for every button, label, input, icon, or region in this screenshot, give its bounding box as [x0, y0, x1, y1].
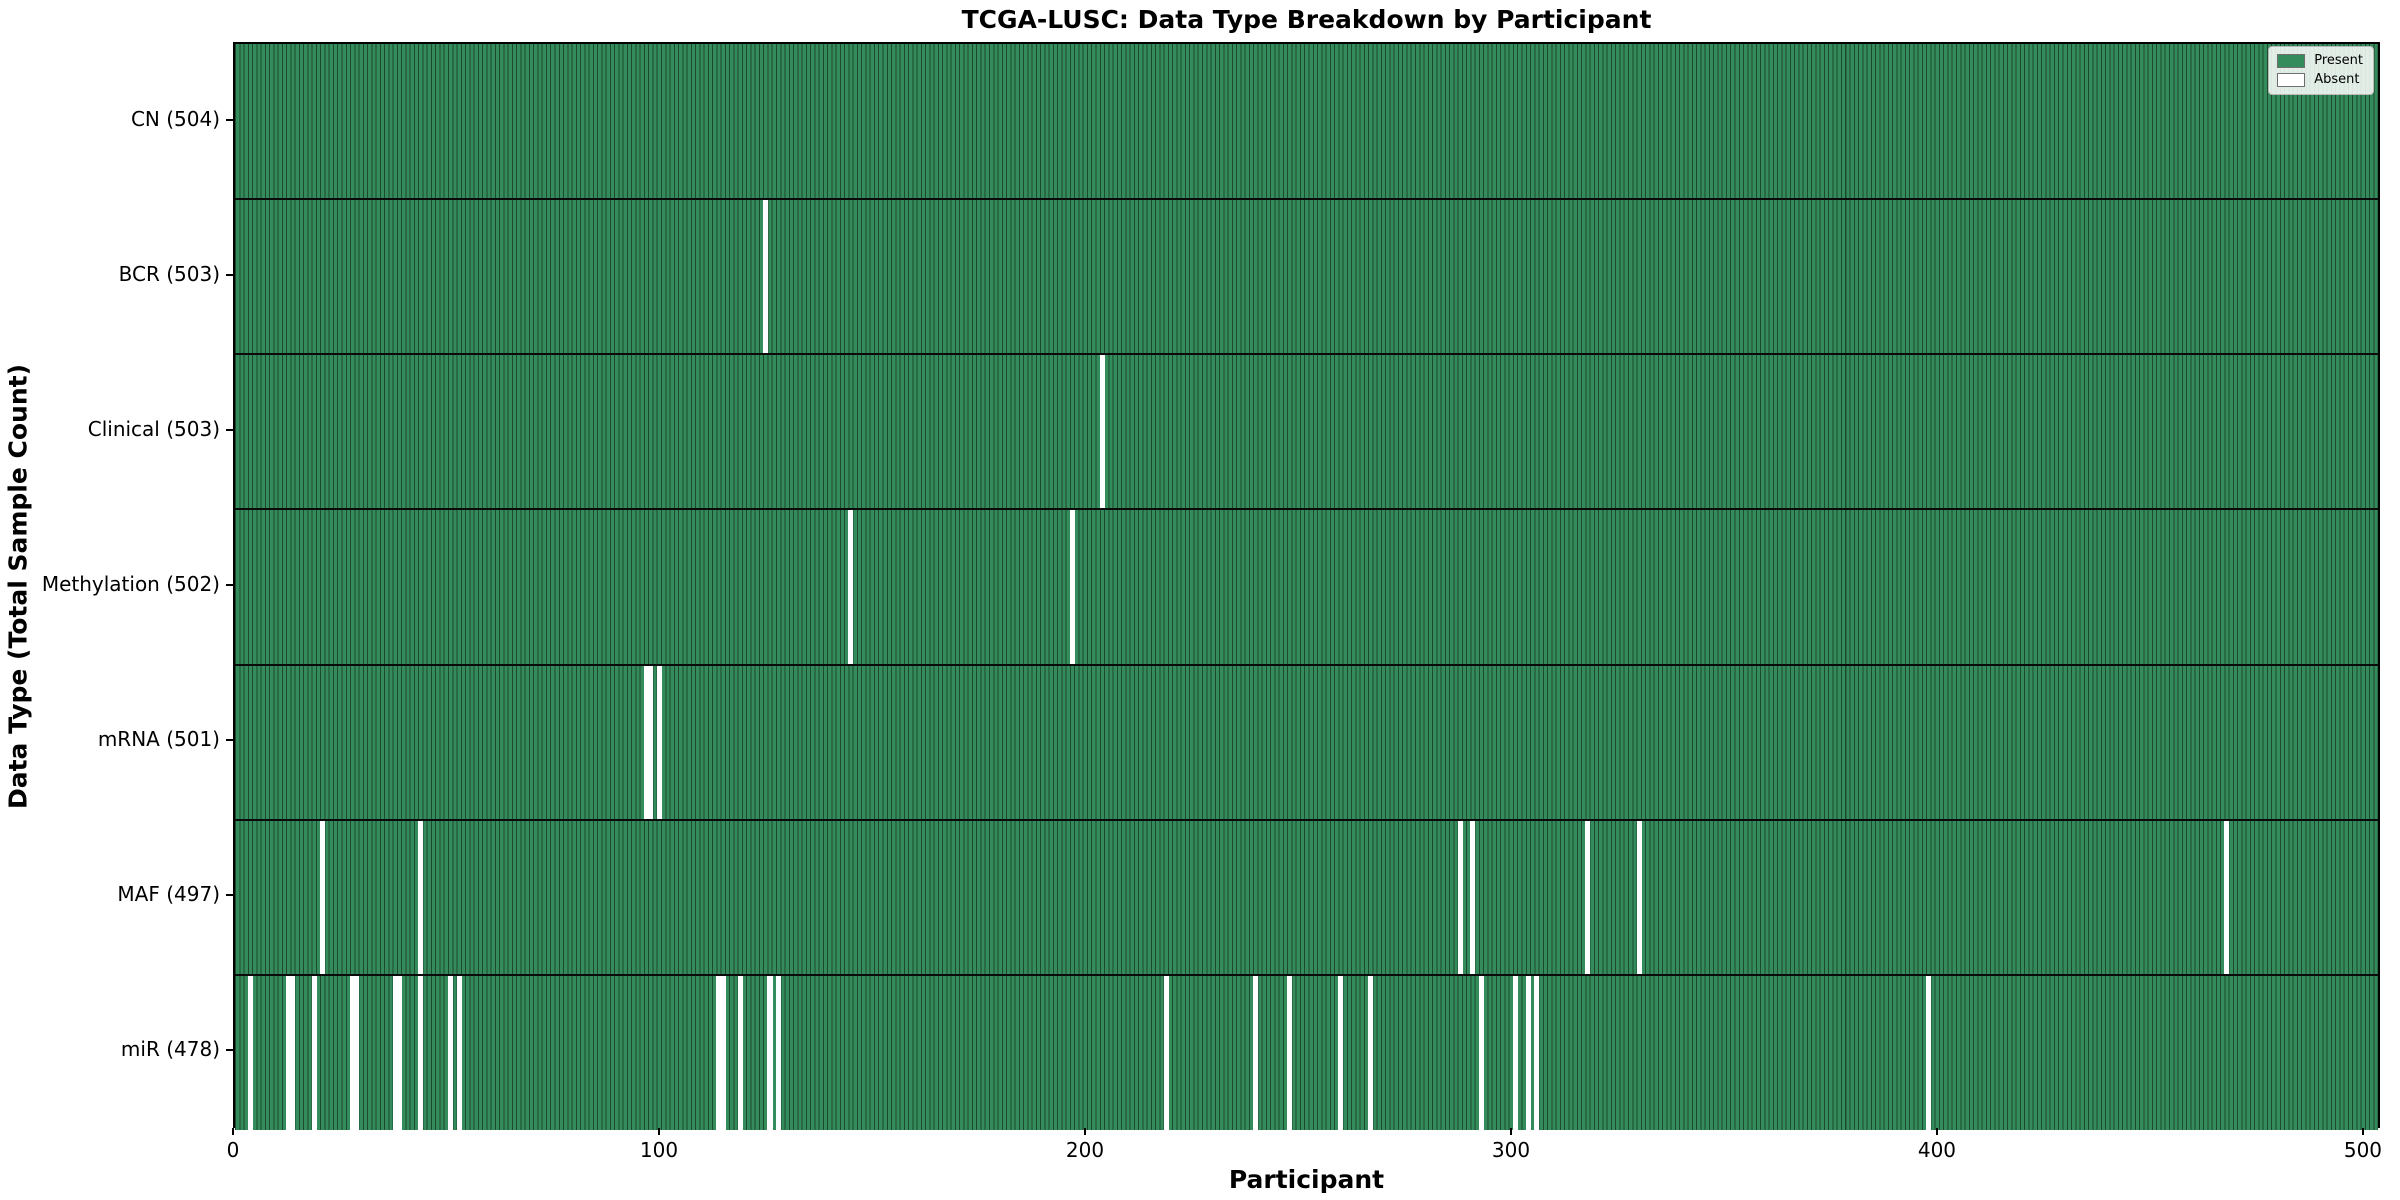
- y-tick-mark: [226, 428, 233, 431]
- absent-gap: [720, 974, 726, 1130]
- absent-gap: [286, 974, 292, 1130]
- absent-gap: [447, 974, 454, 1130]
- heatmap-row-methylation: [235, 509, 2378, 665]
- absent-gap: [290, 974, 296, 1130]
- row-separator: [235, 818, 2378, 821]
- y-tick-mark: [226, 739, 233, 742]
- y-tick-mark: [226, 273, 233, 276]
- absent-gap: [396, 974, 402, 1130]
- absent-gap: [1338, 974, 1344, 1130]
- x-tick-mark: [2361, 1128, 2364, 1135]
- absent-gap: [247, 974, 253, 1130]
- legend-entry-absent: Absent: [2277, 73, 2363, 87]
- x-tick-mark: [1509, 1128, 1512, 1135]
- x-tick-label: 200: [1065, 1138, 1105, 1162]
- x-tick-label: 400: [1917, 1138, 1957, 1162]
- absent-gap: [1512, 974, 1519, 1130]
- absent-gap: [848, 509, 854, 665]
- legend-label-absent: Absent: [2314, 72, 2360, 87]
- absent-gap: [311, 974, 317, 1130]
- absent-gap: [354, 974, 360, 1130]
- absent-gap: [1099, 354, 1105, 510]
- present-swatch: [2277, 54, 2306, 68]
- absent-gap: [656, 664, 662, 820]
- row-separator: [235, 508, 2378, 511]
- x-tick-label: 0: [226, 1138, 240, 1162]
- heatmap-row-clinical: [235, 354, 2378, 510]
- absent-swatch: [2277, 73, 2306, 87]
- legend: Present Absent: [2268, 46, 2374, 95]
- absent-gap: [776, 974, 782, 1130]
- absent-gap: [418, 819, 424, 975]
- absent-gap: [763, 199, 769, 355]
- x-axis-label: Participant: [1228, 1165, 1385, 1194]
- absent-gap: [1368, 974, 1374, 1130]
- legend-label-present: Present: [2314, 53, 2363, 68]
- plot-area: [233, 42, 2380, 1130]
- heatmap-row-mrna: [235, 664, 2378, 820]
- absent-gap: [1470, 819, 1476, 975]
- chart-title: TCGA-LUSC: Data Type Breakdown by Partic…: [961, 5, 1652, 34]
- heatmap-row-mir: [235, 974, 2378, 1130]
- absent-gap: [1636, 819, 1642, 975]
- y-tick-label: CN (504): [130, 106, 220, 131]
- y-tick-label: Methylation (502): [41, 572, 220, 596]
- y-tick-label: Clinical (503): [87, 416, 220, 441]
- y-tick-label: miR (478): [120, 1037, 220, 1062]
- y-tick-mark: [226, 894, 233, 897]
- absent-gap: [716, 974, 722, 1130]
- x-tick-label: 300: [1491, 1138, 1531, 1162]
- row-separator: [235, 973, 2378, 976]
- absent-gap: [1525, 974, 1531, 1130]
- legend-entry-present: Present: [2277, 54, 2363, 68]
- y-tick-mark: [226, 1049, 233, 1052]
- absent-gap: [392, 974, 398, 1130]
- absent-gap: [350, 974, 356, 1130]
- y-tick-label: mRNA (501): [97, 727, 220, 752]
- y-tick-mark: [226, 584, 233, 586]
- heatmap-row-bcr: [235, 199, 2378, 355]
- y-tick-label: BCR (503): [118, 261, 220, 286]
- y-tick-mark: [226, 118, 233, 121]
- heatmap-row-cn: [235, 44, 2378, 200]
- y-tick-label: MAF (497): [117, 882, 220, 907]
- x-tick-mark: [1083, 1128, 1086, 1135]
- absent-gap: [1163, 974, 1169, 1130]
- absent-gap: [1478, 974, 1484, 1130]
- absent-gap: [643, 664, 649, 820]
- absent-gap: [1457, 819, 1463, 975]
- absent-gap: [648, 664, 654, 820]
- row-separator: [235, 198, 2378, 201]
- absent-gap: [1926, 974, 1932, 1130]
- absent-gap: [767, 974, 773, 1130]
- heatmap-row-maf: [235, 819, 2378, 975]
- x-tick-mark: [232, 1128, 234, 1135]
- x-tick-mark: [1935, 1128, 1938, 1135]
- x-tick-mark: [657, 1128, 660, 1135]
- absent-gap: [1069, 509, 1075, 665]
- absent-gap: [1585, 819, 1591, 975]
- absent-gap: [456, 974, 462, 1130]
- x-tick-label: 100: [639, 1138, 679, 1162]
- row-separator: [235, 663, 2378, 666]
- row-separator: [235, 353, 2378, 356]
- absent-gap: [418, 974, 424, 1130]
- absent-gap: [737, 974, 743, 1130]
- absent-gap: [1534, 974, 1540, 1130]
- absent-gap: [1287, 974, 1293, 1130]
- absent-gap: [2224, 819, 2230, 975]
- absent-gap: [320, 819, 326, 975]
- absent-gap: [1253, 974, 1259, 1130]
- x-tick-label: 500: [2343, 1138, 2383, 1162]
